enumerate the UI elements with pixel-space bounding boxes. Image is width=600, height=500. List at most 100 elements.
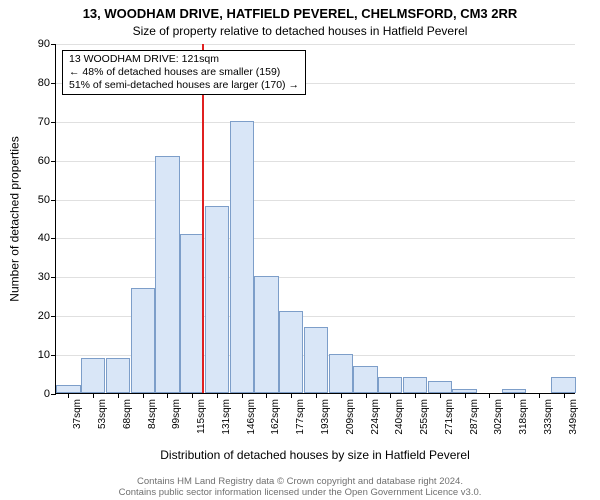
histogram-bar (254, 276, 278, 393)
x-tick-mark (390, 393, 391, 398)
x-tick-mark (440, 393, 441, 398)
x-tick-mark (266, 393, 267, 398)
histogram-bar (230, 121, 254, 393)
plot-area: 010203040506070809037sqm53sqm68sqm84sqm9… (55, 44, 575, 394)
x-tick-mark (192, 393, 193, 398)
x-tick-mark (93, 393, 94, 398)
histogram-bar (304, 327, 328, 393)
x-tick-mark (143, 393, 144, 398)
x-tick-label: 37sqm (72, 399, 83, 429)
x-tick-label: 240sqm (394, 399, 405, 435)
footer-line-2: Contains public sector information licen… (0, 487, 600, 498)
gridline (56, 122, 575, 123)
gridline (56, 161, 575, 162)
y-tick-mark (51, 161, 56, 162)
y-tick-mark (51, 44, 56, 45)
gridline (56, 44, 575, 45)
chart-footer: Contains HM Land Registry data © Crown c… (0, 476, 600, 498)
y-tick-label: 0 (44, 388, 50, 400)
x-tick-label: 224sqm (370, 399, 381, 435)
x-tick-mark (465, 393, 466, 398)
x-tick-label: 349sqm (568, 399, 579, 435)
annotation-line-3: 51% of semi-detached houses are larger (… (69, 79, 299, 92)
annotation-box: 13 WOODHAM DRIVE: 121sqm← 48% of detache… (62, 50, 306, 95)
histogram-bar (106, 358, 130, 393)
x-tick-mark (539, 393, 540, 398)
x-tick-label: 131sqm (221, 399, 232, 435)
chart-title-sub: Size of property relative to detached ho… (0, 24, 600, 38)
histogram-bar (155, 156, 179, 393)
y-tick-label: 80 (38, 77, 50, 89)
x-tick-mark (489, 393, 490, 398)
x-tick-mark (217, 393, 218, 398)
y-tick-label: 20 (38, 310, 50, 322)
x-tick-mark (118, 393, 119, 398)
x-tick-mark (167, 393, 168, 398)
y-tick-mark (51, 277, 56, 278)
histogram-bar (56, 385, 80, 393)
x-tick-mark (291, 393, 292, 398)
y-tick-label: 60 (38, 155, 50, 167)
histogram-bar (205, 206, 229, 393)
y-tick-mark (51, 394, 56, 395)
x-tick-label: 146sqm (246, 399, 257, 435)
x-tick-label: 271sqm (444, 399, 455, 435)
x-tick-label: 318sqm (518, 399, 529, 435)
x-tick-mark (242, 393, 243, 398)
x-tick-label: 255sqm (419, 399, 430, 435)
y-tick-label: 30 (38, 271, 50, 283)
gridline (56, 200, 575, 201)
histogram-bar (279, 311, 303, 393)
y-tick-label: 70 (38, 116, 50, 128)
x-axis-label: Distribution of detached houses by size … (55, 448, 575, 462)
x-tick-mark (564, 393, 565, 398)
x-tick-label: 333sqm (543, 399, 554, 435)
x-tick-label: 115sqm (196, 399, 207, 434)
x-tick-mark (514, 393, 515, 398)
histogram-bar (353, 366, 377, 393)
histogram-bar (329, 354, 353, 393)
x-tick-mark (68, 393, 69, 398)
y-tick-mark (51, 355, 56, 356)
chart-container: 13, WOODHAM DRIVE, HATFIELD PEVEREL, CHE… (0, 0, 600, 500)
y-tick-mark (51, 83, 56, 84)
x-tick-label: 193sqm (320, 399, 331, 435)
x-tick-label: 287sqm (469, 399, 480, 435)
y-tick-mark (51, 316, 56, 317)
x-tick-mark (341, 393, 342, 398)
x-tick-mark (366, 393, 367, 398)
histogram-bar (378, 377, 402, 393)
y-tick-label: 90 (38, 38, 50, 50)
y-tick-mark (51, 238, 56, 239)
subject-property-marker (202, 44, 204, 393)
x-tick-label: 177sqm (295, 399, 306, 435)
histogram-bar (180, 234, 204, 393)
histogram-bar (81, 358, 105, 393)
y-tick-mark (51, 200, 56, 201)
y-tick-mark (51, 122, 56, 123)
x-tick-mark (316, 393, 317, 398)
x-tick-label: 162sqm (270, 399, 281, 435)
y-tick-label: 10 (38, 349, 50, 361)
histogram-bar (131, 288, 155, 393)
y-tick-label: 50 (38, 194, 50, 206)
annotation-line-2: ← 48% of detached houses are smaller (15… (69, 66, 299, 79)
y-axis-label: Number of detached properties (8, 44, 22, 394)
x-tick-label: 84sqm (147, 399, 158, 429)
x-tick-label: 53sqm (97, 399, 108, 429)
annotation-line-1: 13 WOODHAM DRIVE: 121sqm (69, 53, 299, 66)
y-tick-label: 40 (38, 232, 50, 244)
gridline (56, 277, 575, 278)
x-tick-label: 302sqm (493, 399, 504, 435)
chart-title-main: 13, WOODHAM DRIVE, HATFIELD PEVEREL, CHE… (0, 6, 600, 21)
x-tick-label: 99sqm (171, 399, 182, 429)
histogram-bar (551, 377, 575, 393)
footer-line-1: Contains HM Land Registry data © Crown c… (0, 476, 600, 487)
x-tick-mark (415, 393, 416, 398)
histogram-bar (403, 377, 427, 393)
histogram-bar (428, 381, 452, 393)
y-axis-label-text: Number of detached properties (8, 136, 22, 301)
x-tick-label: 68sqm (122, 399, 133, 429)
gridline (56, 238, 575, 239)
x-tick-label: 209sqm (345, 399, 356, 435)
